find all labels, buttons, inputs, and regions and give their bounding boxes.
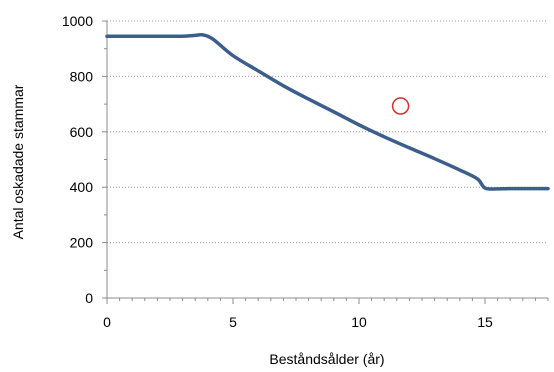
y-tick-label: 800 <box>70 68 94 84</box>
x-tick-labels: 0 5 10 15 <box>103 314 493 330</box>
y-tick-label: 400 <box>70 179 94 195</box>
y-tick-label: 0 <box>85 290 93 306</box>
x-tick-label: 10 <box>351 314 367 330</box>
series-line <box>105 32 550 191</box>
x-ticks <box>106 298 549 304</box>
x-axis-title: Beståndsålder (år) <box>269 351 384 367</box>
x-tick-label: 15 <box>477 314 493 330</box>
x-tick-label: 5 <box>229 314 237 330</box>
x-tick-label: 0 <box>103 314 111 330</box>
gridlines <box>107 20 548 244</box>
y-tick-label: 1000 <box>62 13 93 29</box>
y-axis-title: Antal oskadade stammar <box>10 84 26 239</box>
y-tick-labels: 0 200 400 600 800 1000 <box>62 13 93 306</box>
annotation-circle <box>391 97 410 115</box>
y-tick-label: 200 <box>70 235 94 251</box>
y-tick-label: 600 <box>70 124 94 140</box>
y-ticks <box>102 20 107 299</box>
